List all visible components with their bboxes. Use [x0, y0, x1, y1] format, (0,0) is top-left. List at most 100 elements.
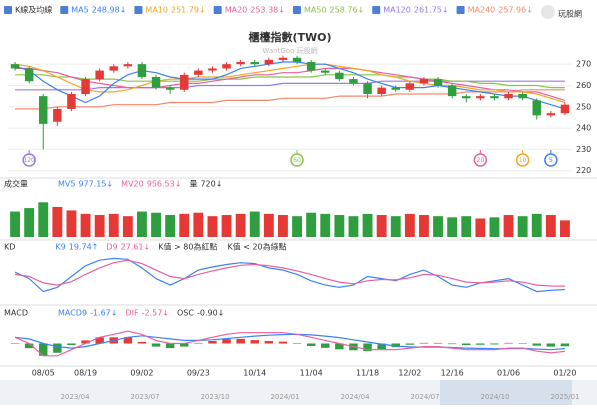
- volume-bar: [193, 212, 204, 237]
- y-tick-label: 270: [576, 60, 591, 69]
- osc-bar: [419, 342, 429, 344]
- candle-body: [278, 57, 288, 60]
- osc-bar: [39, 343, 48, 356]
- legend-name: MA20: [225, 6, 248, 15]
- kd-line: [14, 257, 565, 293]
- volume-bar: [24, 208, 35, 237]
- legend-title: 成交量: [4, 179, 28, 189]
- navigator-label: 2023/07: [130, 393, 159, 401]
- x-tick-label: 09/23: [187, 369, 210, 378]
- ma-line: [15, 63, 566, 104]
- osc-bar: [137, 341, 147, 344]
- legend-name: MA50: [304, 6, 327, 15]
- candle-body: [292, 57, 302, 63]
- osc-bar: [151, 343, 161, 347]
- candle-body: [81, 79, 90, 95]
- candle-body: [518, 94, 527, 99]
- legend-name: MV5: [58, 180, 75, 189]
- navigator-label: 2025/01: [550, 393, 579, 401]
- legend-checkbox: [213, 6, 222, 14]
- period-marker-label: 5: [549, 157, 553, 164]
- period-marker: [473, 153, 488, 167]
- navigator-window[interactable]: [440, 380, 572, 405]
- x-tick-label: 01/06: [497, 369, 520, 378]
- volume-bar: [404, 213, 415, 237]
- candle-body: [222, 64, 231, 69]
- osc-bar: [504, 342, 513, 344]
- legend-checkbox: [60, 6, 69, 14]
- legend-checkbox: [372, 6, 381, 14]
- osc-bar: [236, 338, 245, 344]
- legend-value: 19.74: [69, 243, 92, 252]
- legend-value: 251.79: [171, 6, 199, 15]
- legend-title: MACD: [4, 309, 28, 318]
- legend-checkbox: [456, 6, 465, 14]
- candle-body: [208, 68, 217, 71]
- osc-bar: [363, 343, 372, 352]
- volume-bar: [348, 216, 359, 237]
- macd-line: [14, 330, 565, 357]
- volume-bar: [94, 215, 105, 237]
- period-marker-label: 20: [477, 157, 485, 164]
- period-marker-label: 120: [23, 157, 35, 164]
- candle-body: [546, 113, 556, 116]
- candle-body: [109, 66, 118, 71]
- legend-note: K值 < 20為綠點: [227, 242, 286, 252]
- osc-bar: [10, 343, 20, 344]
- legend-value: 261.75: [414, 6, 442, 15]
- legend-trend: ↓: [216, 180, 223, 189]
- legend-trend: ↓: [218, 309, 225, 318]
- candle-body: [560, 104, 570, 114]
- legend-trend: ↓: [199, 6, 206, 15]
- candle-body: [349, 79, 358, 84]
- osc-bar: [321, 343, 330, 348]
- y-tick-label: 250: [576, 102, 591, 111]
- logo-icon: [541, 5, 555, 19]
- volume-bar: [278, 215, 288, 237]
- legend-name: K9: [55, 243, 65, 252]
- legend-checkbox: [134, 6, 143, 14]
- x-tick-label: 11/04: [300, 369, 323, 378]
- volume-bar: [419, 215, 429, 237]
- volume-bar: [10, 211, 20, 237]
- legend-value: 27.61: [121, 243, 144, 252]
- osc-bar: [264, 341, 274, 344]
- legend-name: MA5: [71, 6, 88, 15]
- osc-bar: [165, 343, 175, 349]
- navigator-label: 2024/04: [340, 393, 370, 401]
- osc-bar: [532, 343, 541, 346]
- volume-bar: [362, 213, 373, 237]
- legend-name: 量: [189, 180, 197, 189]
- volume-bar: [390, 216, 401, 237]
- osc-bar: [405, 343, 415, 345]
- navigator-label: 2024/10: [480, 393, 509, 401]
- ma-line: [15, 67, 566, 101]
- legend-value: 257.96: [498, 6, 526, 15]
- osc-bar: [462, 343, 471, 346]
- volume-bar: [560, 220, 570, 237]
- legend-value: 956.53: [147, 180, 175, 189]
- osc-bar: [306, 343, 316, 346]
- osc-bar: [292, 343, 302, 344]
- candle-body: [180, 74, 189, 90]
- legend-trend: ↓: [358, 6, 365, 15]
- volume-bar: [545, 215, 556, 237]
- candle-body: [447, 85, 457, 97]
- volume-bar: [235, 213, 246, 237]
- legend-checkbox: [4, 6, 12, 14]
- candle-body: [321, 70, 330, 73]
- watermark: WantGoo 玩股網: [262, 46, 317, 55]
- volume-bar: [517, 216, 528, 237]
- legend-trend: ↓: [162, 309, 169, 318]
- candle-body: [377, 87, 386, 95]
- legend-trend: ↑: [92, 243, 99, 252]
- osc-bar: [123, 337, 133, 344]
- navigator-label: 2024/07: [410, 393, 439, 401]
- y-tick-label: 260: [576, 81, 591, 90]
- candle-body: [264, 59, 274, 65]
- candle-body: [433, 79, 443, 86]
- osc-bar: [433, 342, 443, 344]
- x-tick-label: 09/02: [130, 369, 153, 378]
